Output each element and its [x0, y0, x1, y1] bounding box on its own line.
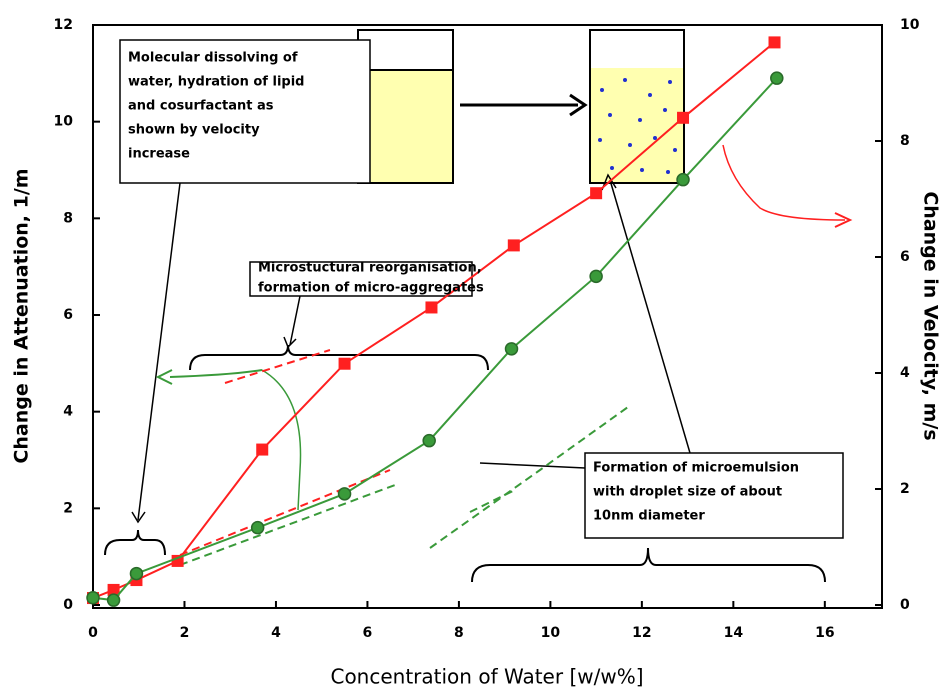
y2-tick-label: 4 [900, 365, 910, 381]
data-point [252, 522, 264, 534]
y2-tick-label: 8 [900, 133, 910, 149]
annotation-text: formation of micro-aggregates [258, 281, 484, 296]
annotation-text: shown by velocity [128, 123, 260, 138]
data-point [590, 270, 602, 282]
data-point [590, 187, 602, 199]
chart: Concentration of Water [w/w%] Change in … [0, 0, 950, 693]
data-point [677, 112, 689, 124]
annotation-text: Molecular dissolving of [128, 51, 298, 66]
y-axis-label: Change in Attenuation, 1/m [11, 168, 33, 463]
data-point [423, 435, 435, 447]
x-axis-label: Concentration of Water [w/w%] [330, 665, 643, 689]
data-point [508, 239, 520, 251]
annotation-text: and cosurfactant as [128, 99, 274, 114]
data-point [339, 488, 351, 500]
x-tick-label: 12 [632, 625, 651, 641]
data-point [677, 174, 689, 186]
y2-tick-label: 10 [900, 17, 920, 33]
annotation-text: Formation of microemulsion [593, 461, 799, 476]
data-point [771, 72, 783, 84]
y2-tick-label: 2 [900, 481, 910, 497]
x-tick-label: 8 [454, 625, 464, 641]
x-tick-label: 4 [271, 625, 281, 641]
x-tick-label: 2 [180, 625, 190, 641]
annotation-text: 10nm diameter [593, 509, 705, 524]
data-point [108, 594, 120, 606]
y-tick-label: 10 [54, 114, 74, 130]
x-tick-label: 0 [88, 625, 98, 641]
data-point [506, 343, 518, 355]
y-tick-label: 8 [63, 210, 73, 226]
x-tick-label: 16 [815, 625, 834, 641]
data-point [769, 36, 781, 48]
annotation-text: water, hydration of lipid [128, 75, 304, 90]
x-tick-label: 6 [363, 625, 373, 641]
y-tick-label: 0 [63, 597, 73, 613]
annotation-text: with droplet size of about [593, 485, 782, 500]
y-tick-label: 12 [54, 17, 73, 33]
annotation-text: Microstuctural reorganisation, [258, 261, 482, 276]
y-tick-label: 6 [63, 307, 73, 323]
y2-tick-label: 0 [900, 597, 910, 613]
y2-axis-label: Change in Velocity, m/s [920, 191, 942, 440]
data-point [339, 358, 351, 370]
data-point [256, 444, 268, 456]
data-point [425, 301, 437, 313]
x-tick-label: 14 [724, 625, 744, 641]
data-point [130, 568, 142, 580]
y2-tick-label: 6 [900, 249, 910, 265]
data-point [87, 592, 99, 604]
y-tick-label: 4 [63, 404, 73, 420]
y-tick-label: 2 [63, 500, 73, 516]
x-tick-label: 10 [541, 625, 561, 641]
annotation-text: increase [128, 147, 190, 162]
